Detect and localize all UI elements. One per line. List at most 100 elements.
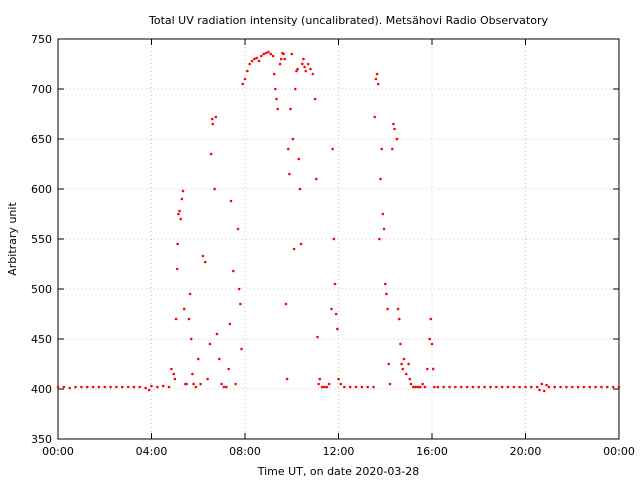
- data-point: [489, 385, 492, 389]
- data-point: [600, 385, 603, 389]
- data-points: [56, 50, 621, 393]
- data-point: [283, 57, 287, 61]
- data-point: [288, 172, 291, 176]
- data-point: [275, 97, 278, 101]
- data-point: [337, 377, 340, 381]
- data-point: [383, 282, 387, 286]
- data-point: [178, 209, 181, 213]
- data-point: [399, 342, 402, 346]
- data-point: [412, 385, 415, 389]
- data-point: [314, 177, 318, 181]
- data-point: [431, 367, 435, 371]
- data-point: [267, 50, 270, 54]
- data-point: [132, 385, 136, 389]
- data-point: [542, 389, 546, 393]
- data-point: [170, 367, 173, 371]
- data-point: [419, 385, 422, 389]
- data-point: [540, 382, 544, 386]
- data-point: [293, 87, 297, 91]
- data-point: [336, 327, 339, 331]
- x-axis-label: Time UT, on date 2020-03-28: [257, 465, 420, 478]
- y-axis-label: Arbitrary unit: [6, 202, 19, 276]
- data-point: [375, 72, 379, 76]
- data-point: [379, 177, 382, 181]
- data-point: [477, 385, 481, 389]
- data-point: [327, 382, 331, 386]
- data-point: [264, 51, 268, 55]
- data-point: [416, 385, 420, 389]
- data-point: [234, 382, 237, 386]
- data-point: [426, 367, 429, 371]
- data-point: [323, 385, 326, 389]
- data-point: [448, 385, 451, 389]
- data-point: [209, 152, 213, 156]
- x-tick-label: 16:00: [416, 445, 448, 458]
- data-point: [253, 57, 256, 61]
- data-point: [232, 269, 235, 273]
- y-tick-label: 700: [31, 83, 52, 96]
- data-point: [376, 82, 380, 86]
- y-tick-label: 400: [31, 383, 52, 396]
- data-point: [373, 115, 377, 119]
- data-point: [547, 385, 551, 389]
- data-point: [156, 385, 159, 389]
- data-point: [354, 385, 358, 389]
- data-point: [172, 372, 176, 376]
- data-point: [222, 385, 226, 389]
- data-point: [392, 122, 395, 126]
- x-tick-label: 20:00: [510, 445, 542, 458]
- data-point: [250, 59, 254, 63]
- chart-title: Total UV radiation intensity (uncalibrat…: [148, 14, 548, 27]
- data-point: [606, 385, 609, 389]
- data-point: [559, 385, 562, 389]
- data-point: [276, 107, 280, 111]
- data-point: [330, 307, 333, 311]
- data-point: [228, 322, 232, 326]
- x-tick-label: 04:00: [136, 445, 168, 458]
- data-point: [570, 385, 574, 389]
- data-point: [210, 117, 214, 121]
- data-point: [272, 72, 276, 76]
- data-point: [298, 187, 302, 191]
- data-point: [220, 382, 223, 386]
- data-point: [535, 385, 539, 389]
- data-point: [175, 267, 179, 271]
- data-point: [62, 385, 66, 389]
- data-point: [576, 385, 580, 389]
- data-point: [271, 54, 275, 58]
- x-tick-label: 00:00: [42, 445, 74, 458]
- y-tick-label: 600: [31, 183, 52, 196]
- data-point: [302, 57, 305, 61]
- data-point: [374, 77, 378, 81]
- data-point: [565, 385, 568, 389]
- data-point: [500, 385, 504, 389]
- data-point: [611, 385, 615, 389]
- data-point: [348, 385, 352, 389]
- data-point: [483, 385, 486, 389]
- data-point: [303, 65, 306, 69]
- data-point: [68, 386, 71, 390]
- data-point: [430, 342, 434, 346]
- data-point: [286, 147, 290, 151]
- data-point: [191, 372, 194, 376]
- data-point: [227, 367, 230, 371]
- data-point: [512, 385, 516, 389]
- data-point: [103, 385, 107, 389]
- data-point: [150, 384, 153, 388]
- data-point: [396, 307, 400, 311]
- data-point: [617, 385, 621, 389]
- data-point: [454, 385, 457, 389]
- data-point: [295, 69, 298, 73]
- x-tick-label: 12:00: [323, 445, 355, 458]
- y-tick-label: 450: [31, 333, 52, 346]
- data-point: [187, 317, 191, 321]
- data-point: [279, 57, 283, 61]
- data-point: [196, 357, 200, 361]
- data-point: [91, 385, 95, 389]
- data-point: [506, 385, 510, 389]
- data-point: [333, 282, 337, 286]
- data-point: [189, 337, 193, 341]
- data-point: [518, 385, 521, 389]
- data-point: [304, 69, 308, 73]
- data-point: [185, 382, 188, 386]
